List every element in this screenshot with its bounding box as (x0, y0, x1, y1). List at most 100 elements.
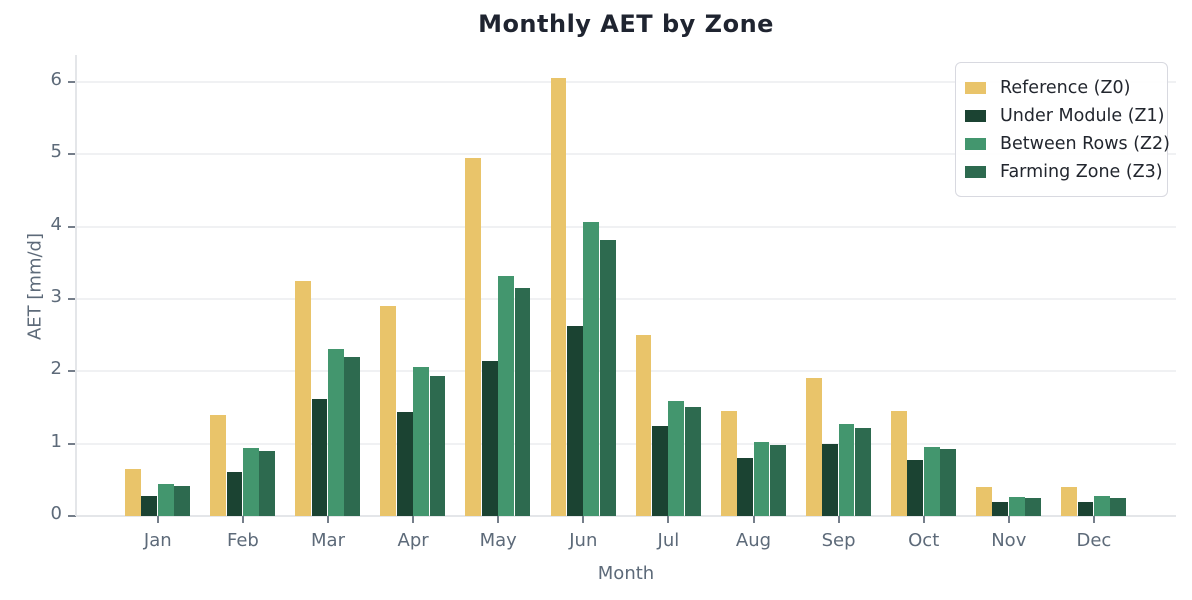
x-tick-mark (667, 516, 670, 523)
x-tick-label-nov: Nov (991, 530, 1027, 551)
bar-nov-z1 (992, 501, 1009, 516)
y-tick-label: 1 (50, 430, 62, 452)
bar-aug-z2 (753, 441, 770, 516)
bar-jan-z2 (157, 484, 174, 516)
y-tick-mark (68, 81, 76, 84)
bar-dec-z1 (1077, 501, 1094, 516)
legend-swatch-z2-icon (965, 138, 986, 150)
y-tick-mark (68, 225, 76, 228)
y-tick-label: 5 (50, 141, 62, 163)
bar-oct-z3 (940, 448, 956, 516)
bar-oct-z2 (923, 446, 940, 516)
x-tick-label-oct: Oct (908, 530, 940, 551)
bar-dec-z0 (1061, 487, 1077, 516)
x-tick-mark (922, 516, 925, 523)
legend-swatch-z3-icon (965, 166, 986, 178)
x-tick-mark (837, 516, 840, 523)
bar-dec-z2 (1093, 496, 1110, 516)
legend-item-under-module-z1: Under Module (Z1) (965, 102, 1165, 130)
x-tick-mark (497, 516, 500, 523)
x-tick-label-sep: Sep (821, 530, 856, 551)
legend-item-reference-z0: Reference (Z0) (965, 74, 1157, 102)
bar-jul-z0 (635, 335, 652, 516)
x-tick-label-mar: Mar (311, 530, 345, 551)
bar-jun-z1 (566, 326, 583, 516)
bar-mar-z1 (311, 398, 328, 516)
bar-mar-z3 (344, 356, 361, 516)
bar-aug-z1 (737, 458, 753, 516)
legend: Reference (Z0) Under Module (Z1) Between… (955, 62, 1170, 197)
bar-feb-z2 (242, 448, 259, 516)
bar-may-z1 (481, 361, 498, 516)
legend-swatch-z1-icon (965, 110, 986, 122)
x-tick-mark (241, 516, 244, 523)
bar-jul-z1 (652, 425, 668, 516)
legend-label-z3: Farming Zone (Z3) (1000, 162, 1163, 182)
bar-nov-z3 (1025, 497, 1042, 516)
bar-may-z2 (498, 275, 515, 516)
x-tick-label-dec: Dec (1076, 530, 1112, 551)
x-tick-mark (412, 516, 415, 523)
y-tick-mark (68, 370, 76, 373)
gridline-y4 (76, 225, 1176, 228)
bar-feb-z1 (226, 471, 243, 516)
bar-nov-z2 (1008, 497, 1025, 516)
x-tick-label-aug: Aug (735, 530, 772, 551)
bar-may-z0 (465, 157, 482, 516)
y-axis-spine (75, 55, 77, 516)
y-tick-mark (68, 515, 76, 517)
x-tick-label-jun: Jun (569, 530, 598, 551)
bar-dec-z3 (1110, 497, 1127, 516)
x-tick-mark (1092, 516, 1095, 523)
x-tick-label-jan: Jan (143, 530, 172, 551)
y-tick-label: 3 (50, 286, 62, 307)
x-tick-mark (1007, 516, 1010, 523)
gridline-y3 (76, 298, 1176, 300)
bar-feb-z3 (259, 450, 276, 516)
bar-jan-z1 (141, 495, 158, 516)
bar-jun-z2 (583, 221, 600, 516)
x-tick-label-feb: Feb (226, 530, 259, 551)
bar-aug-z0 (720, 411, 737, 516)
bar-mar-z2 (328, 348, 344, 516)
x-tick-mark (156, 516, 159, 523)
bar-jan-z0 (125, 468, 141, 516)
bar-nov-z0 (976, 487, 992, 516)
x-tick-label-may: May (479, 530, 517, 551)
chart-title: Monthly AET by Zone (478, 10, 774, 38)
legend-label-z0: Reference (Z0) (1000, 78, 1131, 98)
bar-oct-z0 (890, 411, 907, 516)
bar-apr-z2 (413, 367, 429, 516)
x-tick-mark (582, 516, 585, 523)
bar-jun-z0 (550, 78, 567, 516)
y-tick-label: 6 (50, 69, 62, 91)
bar-apr-z3 (429, 376, 446, 516)
legend-item-farming-zone-z3: Farming Zone (Z3) (965, 158, 1163, 186)
bar-apr-z1 (396, 411, 413, 516)
legend-label-z1: Under Module (Z1) (1000, 106, 1165, 126)
y-tick-label: 0 (50, 503, 62, 524)
y-tick-mark (68, 298, 76, 300)
gridline-y1 (76, 442, 1176, 445)
legend-label-z2: Between Rows (Z2) (1000, 134, 1170, 154)
bar-sep-z1 (822, 443, 839, 516)
bar-sep-z0 (805, 377, 822, 516)
bar-oct-z1 (907, 460, 924, 516)
y-tick-label: 4 (50, 213, 62, 235)
gridline-y5 (76, 153, 1176, 156)
x-tick-label-jul: Jul (657, 530, 680, 551)
y-tick-mark (68, 442, 76, 445)
legend-swatch-z0-icon (965, 82, 986, 94)
gridline-y6 (76, 81, 1176, 84)
y-tick-mark (68, 153, 76, 156)
x-tick-mark (752, 516, 755, 523)
x-axis-label: Month (597, 563, 655, 584)
bar-aug-z3 (769, 445, 786, 516)
bar-sep-z2 (838, 424, 855, 516)
y-tick-label: 2 (50, 358, 62, 380)
x-axis-spine (76, 515, 1176, 517)
bar-apr-z0 (380, 306, 397, 516)
bar-may-z3 (514, 288, 531, 516)
